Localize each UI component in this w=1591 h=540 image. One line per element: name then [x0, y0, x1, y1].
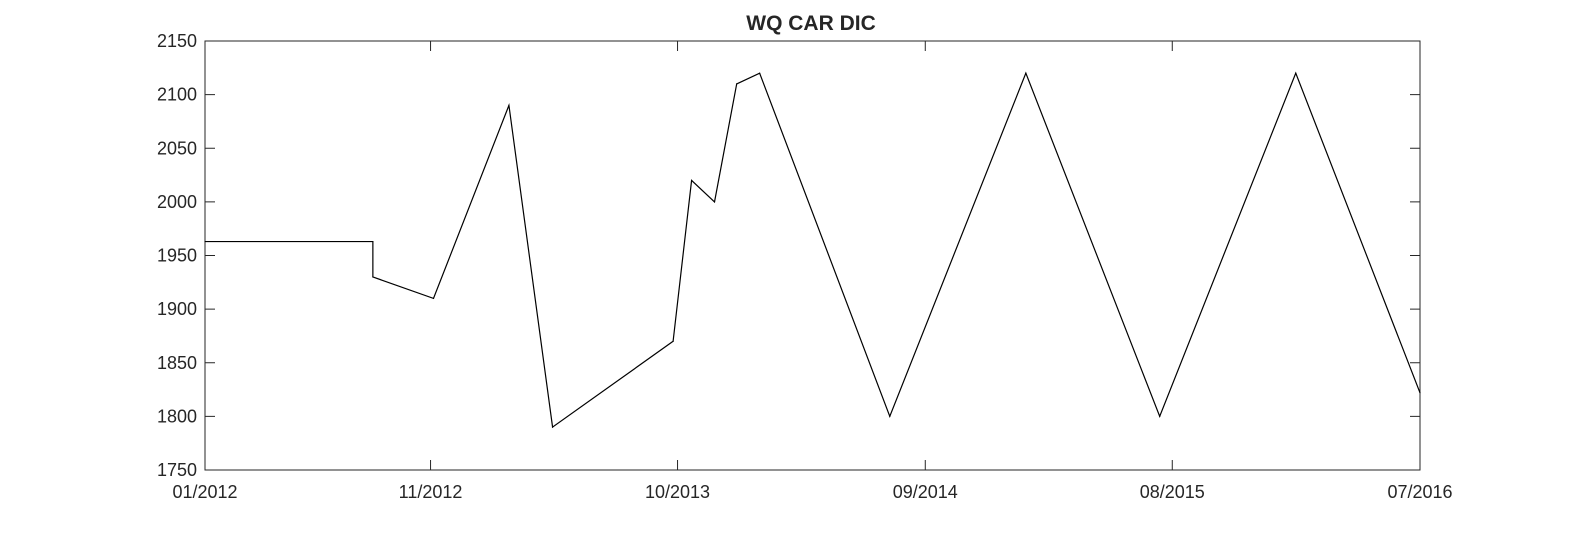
chart-title: WQ CAR DIC — [746, 12, 876, 35]
x-tick-label: 09/2014 — [893, 482, 958, 502]
data-point — [372, 276, 374, 278]
y-tick-label: 2100 — [157, 85, 197, 105]
series-line — [205, 71, 1421, 429]
data-point — [508, 104, 510, 106]
data-point — [551, 426, 554, 428]
y-axis: 1750 1800 1850 1900 1950 2000 2050 2100 2150 — [157, 31, 1420, 480]
x-axis: 01/2012 11/2012 10/2013 09/2014 08/2015 07/20… — [172, 41, 1453, 502]
data-point — [1295, 72, 1297, 74]
data-point — [1419, 392, 1421, 394]
y-tick-label: 1850 — [157, 353, 197, 373]
x-tick-label: 10/2013 — [645, 482, 710, 502]
x-tick-label: 11/2012 — [399, 482, 463, 502]
data-point — [204, 240, 206, 243]
data-point — [372, 240, 374, 243]
data-point — [889, 415, 891, 417]
x-tick-label: 07/2016 — [1387, 482, 1452, 502]
data-point — [1159, 415, 1161, 417]
y-tick-label: 2050 — [157, 138, 197, 158]
x-tick-label: 08/2015 — [1140, 482, 1205, 502]
data-point — [432, 297, 435, 299]
data-point — [759, 72, 761, 74]
y-tick-label: 1950 — [157, 246, 197, 266]
x-tick-label: 01/2012 — [172, 482, 237, 502]
data-point — [690, 179, 693, 182]
y-tick-label: 1750 — [157, 460, 197, 480]
data-point — [736, 83, 738, 85]
plot-frame — [204, 40, 1421, 471]
data-point — [672, 340, 674, 342]
y-tick-label: 2000 — [157, 192, 197, 212]
plot-area — [204, 40, 1421, 471]
y-tick-label: 2150 — [157, 31, 197, 51]
y-tick-label: 1900 — [157, 299, 197, 319]
y-tick-label: 1800 — [157, 406, 197, 426]
data-point — [1025, 72, 1027, 74]
series-layer — [204, 71, 1421, 429]
data-point — [713, 201, 716, 203]
